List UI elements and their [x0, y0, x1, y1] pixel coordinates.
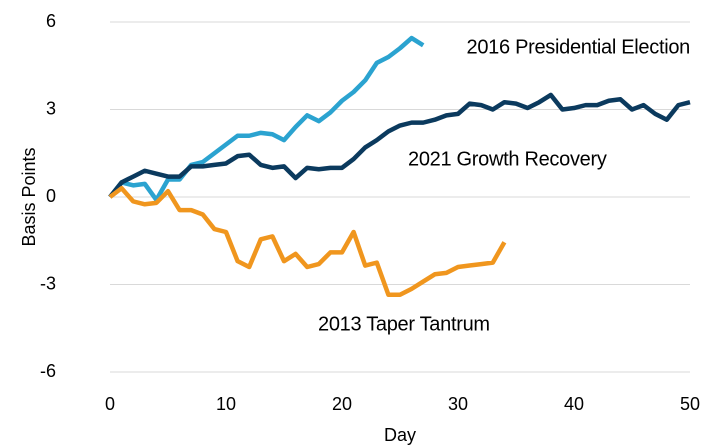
x-axis-title: Day: [384, 425, 416, 445]
series-line: [108, 35, 425, 203]
series-label: 2021 Growth Recovery: [408, 148, 607, 170]
x-tick-label: 10: [216, 394, 236, 414]
series-label: 2016 Presidential Election: [467, 36, 690, 58]
series-line: [108, 186, 507, 297]
y-axis-title: Basis Points: [19, 147, 39, 246]
x-tick-label: 30: [448, 394, 468, 414]
x-tick-label: 0: [105, 394, 115, 414]
y-tick-label: -6: [40, 361, 56, 381]
y-tick-label: 0: [46, 186, 56, 206]
y-tick-label: 3: [46, 98, 56, 118]
x-tick-label: 40: [564, 394, 584, 414]
series-label: 2013 Taper Tantrum: [318, 313, 490, 335]
series-line: [108, 92, 691, 199]
y-tick-label: -3: [40, 273, 56, 293]
x-tick-label: 20: [332, 394, 352, 414]
x-tick-label: 50: [680, 394, 700, 414]
y-tick-label: 6: [46, 11, 56, 31]
